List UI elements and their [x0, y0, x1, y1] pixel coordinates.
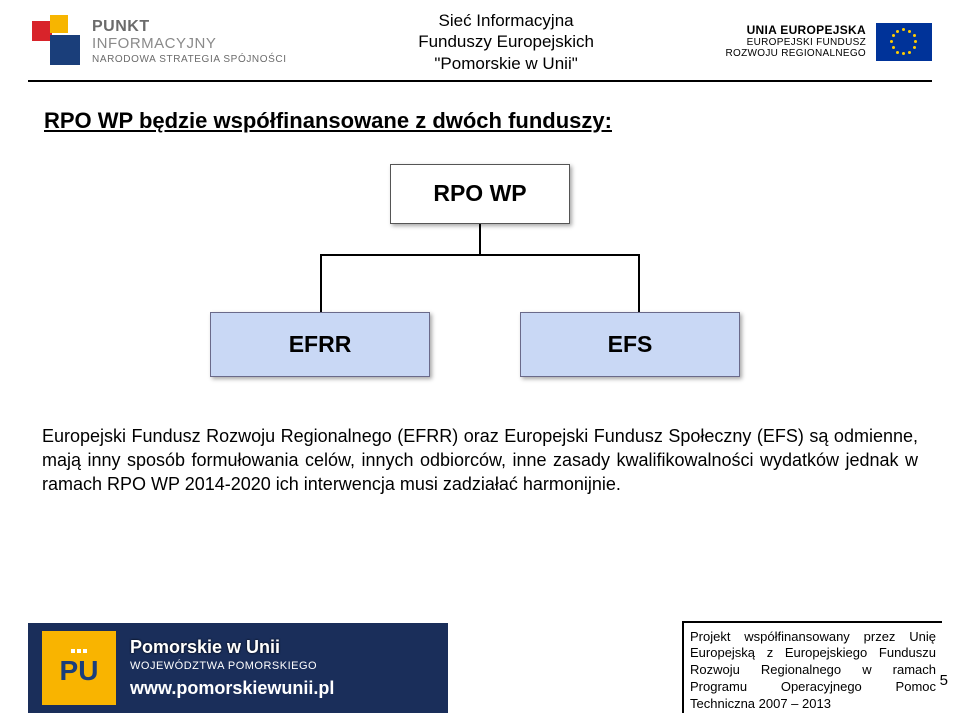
node-efs: EFS [520, 312, 740, 377]
connector [638, 254, 640, 312]
connector [320, 254, 322, 312]
connector [320, 254, 640, 256]
header-center-line3: "Pomorskie w Unii" [418, 53, 594, 74]
logo-left-line2: INFORMACYJNY [92, 36, 287, 53]
header-center-line2: Funduszy Europejskich [418, 31, 594, 52]
logo-eu: UNIA EUROPEJSKA EUROPEJSKI FUNDUSZ ROZWO… [726, 23, 932, 61]
org-chart: RPO WP EFRR EFS [170, 164, 790, 394]
body-paragraph: Europejski Fundusz Rozwoju Regionalnego … [42, 424, 918, 497]
pomorskie-tile-icon: PU [42, 631, 116, 705]
node-rpo-wp: RPO WP [390, 164, 570, 224]
slide-header: PUNKT INFORMACYJNY NARODOWA STRATEGIA SP… [0, 0, 960, 80]
page-number: 5 [940, 672, 948, 689]
logo-left-line1: PUNKT [92, 18, 287, 36]
connector [479, 224, 481, 254]
eu-line1: UNIA EUROPEJSKA [726, 24, 866, 37]
eu-line3: ROZWOJU REGIONALNEGO [726, 48, 866, 59]
header-center-line1: Sieć Informacyjna [418, 10, 594, 31]
eu-line2: EUROPEJSKI FUNDUSZ [726, 37, 866, 48]
header-rule [28, 80, 932, 82]
nss-logo-icon [28, 15, 82, 69]
logo-left-line3: NARODOWA STRATEGIA SPÓJNOŚCI [92, 54, 287, 65]
header-center-title: Sieć Informacyjna Funduszy Europejskich … [418, 10, 594, 74]
footer-left-block: PU Pomorskie w Unii WOJEWÓDZTWA POMORSKI… [28, 623, 448, 713]
footer-left-url: www.pomorskiewunii.pl [130, 678, 334, 699]
eu-flag-icon [876, 23, 932, 61]
node-efrr: EFRR [210, 312, 430, 377]
tile-letters: PU [60, 655, 99, 687]
slide-title: RPO WP będzie współfinansowane z dwóch f… [44, 108, 960, 134]
slide-footer: PU Pomorskie w Unii WOJEWÓDZTWA POMORSKI… [0, 621, 960, 719]
funding-disclaimer-box: Projekt współfinansowany przez Unię Euro… [682, 621, 942, 713]
footer-left-line2: WOJEWÓDZTWA POMORSKIEGO [130, 660, 334, 672]
footer-left-line1: Pomorskie w Unii [130, 637, 334, 658]
logo-punkt-informacyjny: PUNKT INFORMACYJNY NARODOWA STRATEGIA SP… [28, 15, 287, 69]
